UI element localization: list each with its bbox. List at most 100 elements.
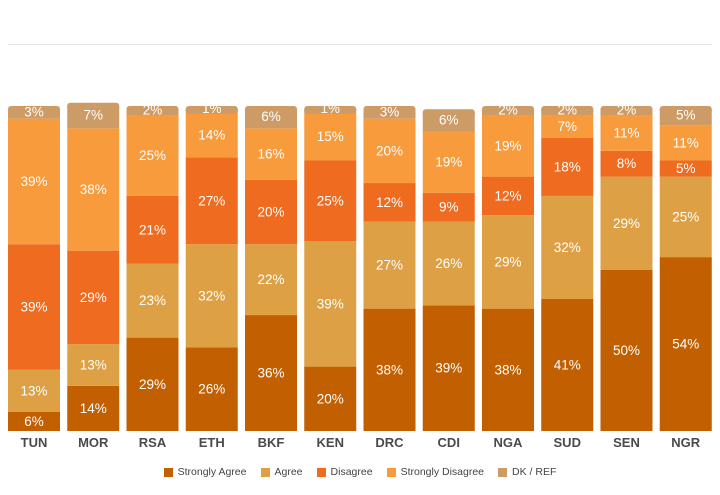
bar-segment-nga-agree	[482, 215, 534, 309]
legend-label-strongly-disagree: Strongly Disagree	[400, 466, 485, 478]
bar-segment-drc-strongly-disagree	[363, 118, 416, 184]
data-label-ken-strongly-disagree: 15%	[317, 129, 344, 144]
category-label-mor: MOR	[78, 435, 109, 450]
data-label-sen-disagree: 8%	[617, 156, 637, 171]
bar-segment-bkf-disagree	[245, 179, 297, 245]
bar-segment-rsa-agree	[126, 263, 179, 338]
legend-swatch-agree	[260, 467, 270, 477]
bar-segment-cdi-strongly-agree	[422, 305, 475, 431]
legend-item-agree: Agree	[260, 466, 303, 478]
bar-segment-sen-strongly-agree	[600, 270, 653, 431]
data-label-mor-agree: 13%	[80, 357, 107, 372]
data-label-ngr-strongly-agree: 54%	[672, 337, 699, 352]
bar-top-cap-ngr	[659, 106, 712, 114]
data-label-ngr-dk-ref: 5%	[676, 108, 696, 123]
data-label-nga-dk-ref: 2%	[498, 103, 518, 118]
data-label-sud-agree: 32%	[554, 240, 581, 255]
bar-segment-bkf-strongly-agree	[245, 315, 297, 431]
bar-segment-sen-agree	[600, 176, 653, 270]
data-label-ken-strongly-agree: 20%	[317, 391, 344, 406]
legend-swatch-disagree	[316, 467, 326, 477]
category-label-ken: KEN	[317, 435, 344, 450]
category-label-eth: ETH	[199, 435, 225, 450]
data-label-ken-dk-ref: 1%	[320, 101, 340, 116]
category-label-rsa: RSA	[139, 435, 167, 450]
bar-segment-cdi-agree	[422, 221, 475, 306]
data-label-mor-strongly-disagree: 38%	[80, 182, 107, 197]
bar-segment-nga-strongly-disagree	[482, 115, 534, 177]
data-label-cdi-agree: 26%	[435, 256, 462, 271]
data-label-ngr-agree: 25%	[672, 209, 699, 224]
data-label-cdi-strongly-agree: 39%	[435, 361, 462, 376]
data-label-nga-agree: 29%	[494, 254, 521, 269]
data-label-sud-dk-ref: 2%	[557, 103, 577, 118]
data-label-rsa-strongly-agree: 29%	[139, 377, 166, 392]
data-label-sen-strongly-agree: 50%	[613, 343, 640, 358]
data-label-ngr-disagree: 5%	[676, 161, 696, 176]
bar-segment-eth-strongly-agree	[185, 347, 238, 431]
bar-segment-sen-disagree	[600, 150, 653, 177]
data-label-bkf-agree: 22%	[257, 272, 284, 287]
category-label-nga: NGA	[494, 435, 524, 450]
data-label-tun-strongly-disagree: 39%	[20, 174, 47, 189]
bar-segment-bkf-strongly-disagree	[245, 128, 297, 180]
bar-segment-tun-agree	[8, 369, 60, 412]
data-label-bkf-disagree: 20%	[257, 205, 284, 220]
data-label-drc-disagree: 12%	[376, 195, 403, 210]
bar-top-cap-ken	[304, 106, 357, 114]
legend-label-disagree: Disagree	[330, 466, 373, 478]
category-label-sud: SUD	[554, 435, 581, 450]
data-label-nga-strongly-disagree: 19%	[494, 139, 521, 154]
data-label-cdi-strongly-disagree: 19%	[435, 155, 462, 170]
data-label-sud-strongly-disagree: 7%	[557, 119, 577, 134]
bar-segment-bkf-agree	[245, 244, 297, 316]
data-label-eth-agree: 32%	[198, 288, 225, 303]
bar-segment-ngr-strongly-disagree	[659, 125, 712, 161]
legend-swatch-strongly-disagree	[386, 467, 396, 477]
bar-segment-rsa-disagree	[126, 195, 179, 264]
bar-segment-cdi-disagree	[422, 192, 475, 222]
bar-segment-ken-strongly-agree	[304, 366, 357, 431]
bar-segment-sud-agree	[541, 195, 594, 299]
bar-segment-ken-agree	[304, 241, 357, 367]
bar-segment-rsa-strongly-disagree	[126, 115, 179, 196]
data-label-sud-strongly-agree: 41%	[554, 357, 581, 372]
top-rule	[8, 44, 712, 45]
legend-item-strongly-disagree: Strongly Disagree	[386, 466, 485, 478]
data-label-ngr-strongly-disagree: 11%	[673, 135, 699, 150]
bar-segment-rsa-strongly-agree	[126, 337, 179, 431]
data-label-ken-disagree: 25%	[317, 193, 344, 208]
data-label-eth-strongly-disagree: 14%	[198, 127, 225, 142]
bar-segment-sen-strongly-disagree	[600, 115, 653, 151]
data-label-eth-dk-ref: 1%	[202, 101, 222, 116]
data-label-drc-dk-ref: 3%	[380, 104, 400, 119]
bar-segment-drc-disagree	[363, 183, 416, 222]
data-label-sen-agree: 29%	[613, 216, 640, 231]
legend-item-disagree: Disagree	[316, 466, 373, 478]
legend-label-agree: Agree	[274, 466, 303, 478]
category-label-cdi: CDI	[438, 435, 460, 450]
bar-segment-cdi-strongly-disagree	[422, 131, 475, 193]
data-label-rsa-strongly-disagree: 25%	[139, 148, 166, 163]
legend-swatch-dk-ref	[498, 467, 508, 477]
bar-top-cap-mor	[67, 102, 120, 111]
bar-top-cap-drc	[363, 106, 416, 114]
bar-segment-mor-disagree	[67, 250, 120, 345]
stacked-bar-chart: 6% 13% 39% 39% 3% TUN 14% 13% 29% 38% 7% MOR 29% 23% 2…	[8, 101, 712, 450]
legend-swatch-strongly-agree	[163, 467, 173, 477]
bar-segment-drc-agree	[363, 221, 416, 309]
legend-label-strongly-agree: Strongly Agree	[177, 466, 247, 478]
bar-top-cap-eth	[185, 106, 238, 114]
bar-segment-sud-strongly-agree	[541, 298, 594, 431]
legend-label-dk-ref: DK / REF	[512, 466, 557, 478]
bar-top-cap-sud	[541, 106, 594, 114]
bar-segment-eth-strongly-disagree	[185, 112, 238, 158]
data-label-drc-strongly-agree: 38%	[376, 362, 403, 377]
legend: Strongly Agree Agree Disagree Strongly Disa…	[0, 463, 720, 481]
bar-segment-sud-strongly-disagree	[541, 115, 594, 138]
data-label-mor-disagree: 29%	[80, 290, 107, 305]
category-label-tun: TUN	[21, 435, 48, 450]
data-label-nga-strongly-agree: 38%	[494, 362, 521, 377]
bar-segment-mor-agree	[67, 344, 120, 386]
bar-top-cap-nga	[482, 106, 534, 114]
